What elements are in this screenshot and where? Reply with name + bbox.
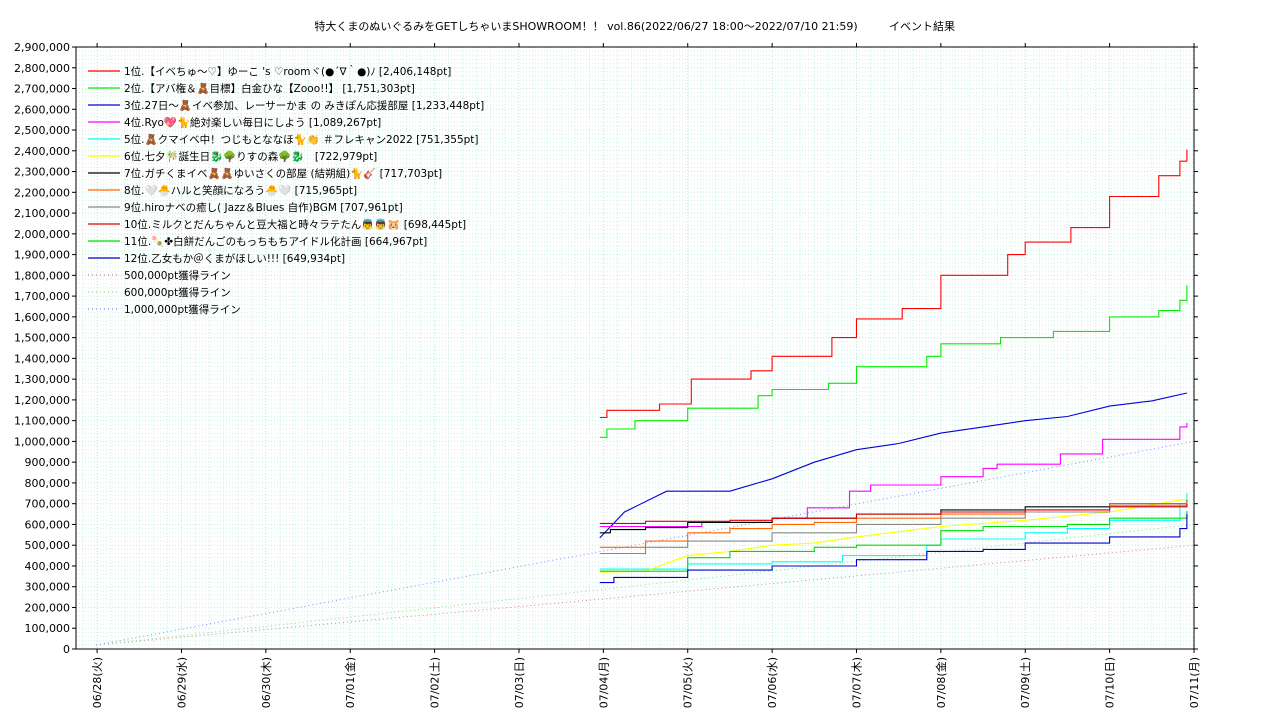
- legend-label: 8位.🤍🐣ハルと笑顔になろう🐣🤍 [715,965pt]: [124, 184, 357, 197]
- y-tick-label: 1,000,000: [14, 435, 70, 448]
- series-line: [599, 504, 1188, 524]
- y-tick-label: 800,000: [25, 477, 71, 490]
- legend-label: 600,000pt獲得ライン: [124, 286, 231, 299]
- y-tick-label: 400,000: [25, 560, 71, 573]
- legend-label: 10位.ミルクとだんちゃんと豆大福と時々ラテたん👼👼🐹 [698,445pt]: [124, 218, 466, 231]
- y-tick-label: 0: [63, 643, 70, 656]
- series-line: [599, 422, 1188, 528]
- x-tick-label: 07/08(金): [934, 657, 948, 708]
- reference-line: [95, 523, 1195, 646]
- legend-label: 6位.七夕🎋誕生日🐉🌳りすの森🌳🐉 [722,979pt]: [124, 150, 377, 163]
- y-tick-label: 2,900,000: [14, 41, 70, 54]
- legend-label: 12位.乙女もか＠くまがほしい!!! [649,934pt]: [124, 252, 345, 265]
- y-tick-label: 1,200,000: [14, 394, 70, 407]
- series-line: [599, 511, 1188, 572]
- y-tick-label: 1,100,000: [14, 415, 70, 428]
- legend-label: 1,000,000pt獲得ライン: [124, 303, 241, 316]
- y-tick-label: 1,800,000: [14, 269, 70, 282]
- legend-label: 500,000pt獲得ライン: [124, 269, 231, 282]
- reference-lines: [95, 440, 1195, 646]
- legend-label: 11位.🍡✤白餅だんごのもっちもちアイドル化計画 [664,967pt]: [124, 235, 427, 248]
- y-tick-label: 2,100,000: [14, 207, 70, 220]
- y-tick-label: 900,000: [25, 456, 71, 469]
- legend-label: 3位.27日～🧸イベ参加、レーサーかま の みきぽん応援部屋 [1,233,44…: [124, 99, 484, 112]
- y-tick-label: 2,400,000: [14, 145, 70, 158]
- y-tick-label: 1,300,000: [14, 373, 70, 386]
- y-tick-label: 2,200,000: [14, 186, 70, 199]
- y-tick-label: 1,700,000: [14, 290, 70, 303]
- series-line: [599, 500, 1188, 534]
- series-line: [599, 392, 1188, 539]
- x-tick-label: 07/02(土): [429, 657, 442, 708]
- y-tick-label: 200,000: [25, 601, 71, 614]
- y-tick-label: 700,000: [25, 498, 71, 511]
- x-tick-label: 06/28(火): [91, 657, 104, 708]
- y-tick-label: 100,000: [25, 622, 71, 635]
- y-tick-label: 2,700,000: [14, 83, 70, 96]
- reference-line: [95, 544, 1195, 646]
- x-tick-label: 07/11(月): [1188, 657, 1201, 708]
- series-line: [599, 285, 1188, 438]
- y-tick-label: 600,000: [25, 518, 71, 531]
- x-tick-label: 07/05(火): [682, 657, 695, 708]
- series-line: [599, 149, 1188, 419]
- plot-frame: [75, 46, 1195, 650]
- legend-label: 5位.🧸クマイベ中！つじもとななほ🐈👏 ＃フレキャン2022 [751,355p…: [124, 133, 479, 146]
- y-tick-label: 1,500,000: [14, 332, 70, 345]
- y-tick-label: 1,900,000: [14, 249, 70, 262]
- y-tick-label: 1,400,000: [14, 352, 70, 365]
- y-tick-label: 2,000,000: [14, 228, 70, 241]
- x-tick-label: 07/03(日): [513, 657, 526, 708]
- x-tick-label: 07/10(日): [1104, 657, 1117, 708]
- x-tick-label: 07/04(月): [597, 657, 610, 708]
- y-tick-label: 2,500,000: [14, 124, 70, 137]
- chart-title: 特大くまのぬいぐるみをGETしちゃいまSHOWROOM！！ vol.86(202…: [314, 19, 857, 33]
- x-tick-label: 06/29(水): [175, 657, 188, 708]
- y-tick-label: 2,600,000: [14, 103, 70, 116]
- x-tick-label: 06/30(木): [260, 657, 273, 708]
- series-lines: [599, 149, 1188, 584]
- series-line: [599, 498, 1187, 573]
- y-tick-label: 2,300,000: [14, 166, 70, 179]
- legend-label: 2位.【アバ権＆🧸目標】白金ひな【Zooo!!】 [1,751,303pt]: [124, 82, 415, 95]
- legend-label: 1位.【イベちゅ～♡】ゆーこ 's ♡roomヾ(●´∇｀●)ﾉ [2,406,…: [124, 64, 451, 78]
- y-axis: 0 100,000 200,000 300,000 400,000 500,000 600,…: [14, 41, 1198, 656]
- x-tick-label: 07/06(水): [766, 657, 779, 708]
- y-tick-label: 1,600,000: [14, 311, 70, 324]
- x-axis: 06/28(火) 06/29(水) 06/30(木) 07/01(金) 07/02(土)…: [91, 43, 1201, 708]
- x-tick-label: 07/01(金): [343, 657, 357, 708]
- series-line: [599, 514, 1188, 584]
- x-tick-label: 07/09(土): [1019, 657, 1032, 708]
- legend-label: 4位.Ryo💖🐈絶対楽しい毎日にしよう [1,089,267pt]: [124, 116, 381, 129]
- y-tick-label: 300,000: [25, 581, 71, 594]
- legend-label: 9位.hiroナベの癒し( Jazz＆Blues 自作)BGM [707,961…: [124, 201, 403, 214]
- y-tick-label: 2,800,000: [14, 62, 70, 75]
- chart-subtitle: イベント結果: [889, 19, 955, 33]
- x-tick-label: 07/07(木): [850, 657, 863, 708]
- legend: 1位.【イベちゅ～♡】ゆーこ 's ♡roomヾ(●´∇｀●)ﾉ [2,406,…: [88, 64, 484, 316]
- legend-label: 7位.ガチくまイベ🧸🧸ゆいさくの部屋 (結朔組)🐈🎸 [717,703pt]: [124, 167, 442, 180]
- y-tick-label: 500,000: [25, 539, 71, 552]
